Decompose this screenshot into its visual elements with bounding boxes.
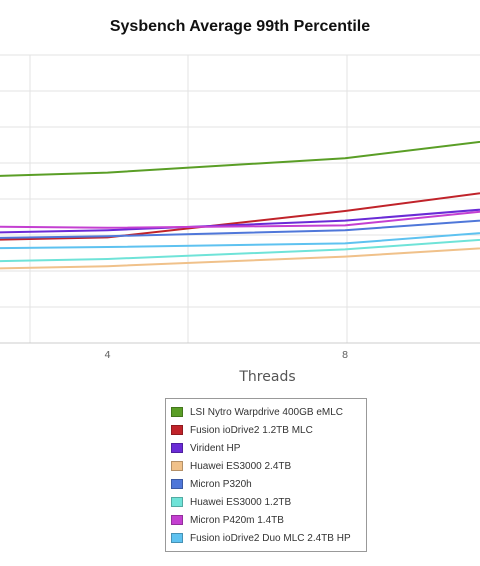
legend-item[interactable]: Micron P420m 1.4TB — [166, 511, 366, 529]
legend-item[interactable]: Huawei ES3000 2.4TB — [166, 457, 366, 475]
series-line-7 — [0, 210, 480, 229]
legend-item[interactable]: Micron P320h — [166, 475, 366, 493]
series-lines — [0, 140, 480, 270]
x-axis-ticks: 4816 — [104, 350, 348, 361]
legend-label: Fusion ioDrive2 1.2TB MLC — [190, 424, 313, 436]
legend-item[interactable]: Fusion ioDrive2 1.2TB MLC — [166, 421, 366, 439]
legend-label: Huawei ES3000 1.2TB — [190, 496, 292, 508]
legend-swatch — [171, 497, 183, 507]
legend-label: Micron P320h — [190, 478, 252, 490]
legend-item[interactable]: LSI Nytro Warpdrive 400GB eMLC — [166, 403, 366, 421]
legend-swatch — [171, 407, 183, 417]
grid-lines — [0, 54, 480, 344]
series-line-1 — [0, 140, 480, 177]
legend-swatch — [171, 461, 183, 471]
legend-label: Fusion ioDrive2 Duo MLC 2.4TB HP — [190, 532, 351, 544]
legend-label: Virident HP — [190, 442, 241, 454]
legend-swatch — [171, 533, 183, 543]
legend-swatch — [171, 479, 183, 489]
series-line-6 — [0, 238, 480, 263]
x-tick-label: 8 — [342, 350, 348, 361]
legend-swatch — [171, 443, 183, 453]
x-tick-label: 4 — [104, 350, 110, 361]
legend-item[interactable]: Huawei ES3000 1.2TB — [166, 493, 366, 511]
chart-title: Sysbench Average 99th Percentile — [109, 18, 371, 35]
legend-swatch — [171, 425, 183, 435]
legend-swatch — [171, 515, 183, 525]
legend-item[interactable]: Fusion ioDrive2 Duo MLC 2.4TB HP — [166, 529, 366, 547]
legend-label: Micron P420m 1.4TB — [190, 514, 284, 526]
series-line-8 — [0, 232, 480, 250]
legend-item[interactable]: Virident HP — [166, 439, 366, 457]
series-line-3 — [0, 208, 480, 234]
series-line-5 — [0, 219, 480, 239]
legend: LSI Nytro Warpdrive 400GB eMLC Fusion ioD… — [165, 398, 367, 552]
series-line-4 — [0, 247, 480, 270]
series-line-2 — [0, 192, 480, 241]
x-axis-title: Threads — [239, 369, 296, 385]
legend-label: Huawei ES3000 2.4TB — [190, 460, 292, 472]
legend-label: LSI Nytro Warpdrive 400GB eMLC — [190, 406, 344, 418]
